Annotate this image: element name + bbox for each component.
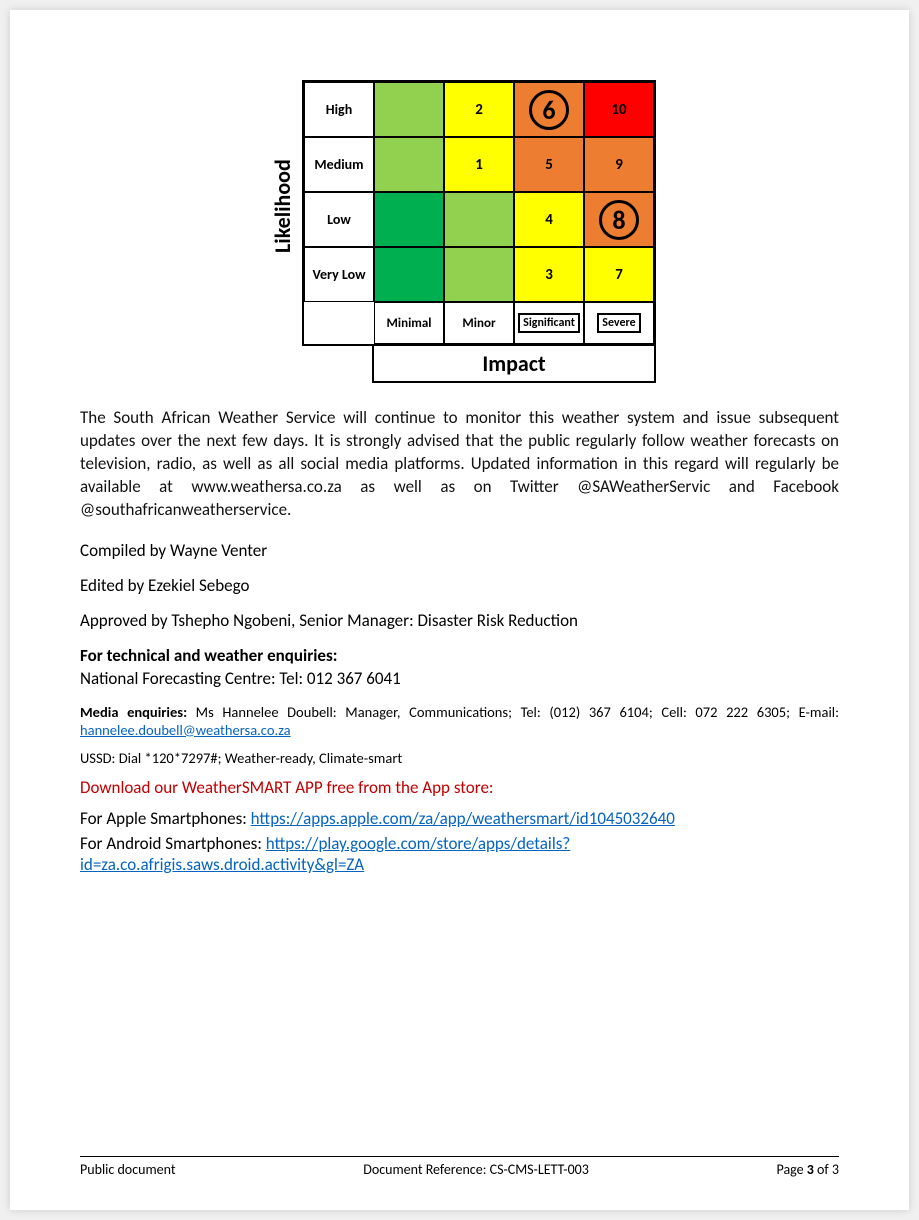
matrix-cell xyxy=(374,192,444,247)
col-header: Minor xyxy=(444,302,514,344)
matrix-cell: 10 xyxy=(584,82,654,137)
matrix-y-axis-label: Likelihood xyxy=(263,30,302,383)
matrix-grid-area: High 2 6 10 Medium 1 5 9 Low 4 8 xyxy=(302,80,656,383)
risk-matrix: Likelihood High 2 6 10 Medium 1 5 9 Low xyxy=(263,80,656,383)
media-enquiries: Media enquiries: Ms Hannelee Doubell: Ma… xyxy=(80,703,839,739)
approved-by: Approved by Tshepho Ngobeni, Senior Mana… xyxy=(80,610,839,631)
matrix-cell: 5 xyxy=(514,137,584,192)
col-header: Minimal xyxy=(374,302,444,344)
matrix-cell xyxy=(374,247,444,302)
footer-right: Page 3 of 3 xyxy=(777,1161,839,1178)
edited-by: Edited by Ezekiel Sebego xyxy=(80,575,839,596)
matrix-grid: High 2 6 10 Medium 1 5 9 Low 4 8 xyxy=(302,80,656,346)
matrix-cell xyxy=(444,247,514,302)
row-header: High xyxy=(304,82,374,137)
matrix-cell: 1 xyxy=(444,137,514,192)
download-app-line: Download our WeatherSMART APP free from … xyxy=(80,777,839,798)
row-header: Medium xyxy=(304,137,374,192)
risk-matrix-container: Likelihood High 2 6 10 Medium 1 5 9 Low xyxy=(80,80,839,383)
tech-enquiries-heading: For technical and weather enquiries: xyxy=(80,645,839,666)
matrix-cell: 3 xyxy=(514,247,584,302)
matrix-cell-circled: 8 xyxy=(584,192,654,247)
document-page: Likelihood High 2 6 10 Medium 1 5 9 Low xyxy=(10,10,909,1210)
matrix-cell xyxy=(374,137,444,192)
matrix-cell: 9 xyxy=(584,137,654,192)
matrix-cell: 2 xyxy=(444,82,514,137)
ussd-line: USSD: Dial *120*7297#; Weather-ready, Cl… xyxy=(80,749,839,767)
apple-link-line: For Apple Smartphones: https://apps.appl… xyxy=(80,808,839,829)
matrix-x-axis-label: Impact xyxy=(372,346,656,383)
matrix-cell xyxy=(444,192,514,247)
col-header: Severe xyxy=(584,302,654,344)
matrix-cell: 4 xyxy=(514,192,584,247)
corner-blank xyxy=(304,302,374,344)
matrix-cell xyxy=(374,82,444,137)
tech-enquiries-line: National Forecasting Centre: Tel: 012 36… xyxy=(80,668,839,689)
main-paragraph: The South African Weather Service will c… xyxy=(80,407,839,522)
media-email-link[interactable]: hannelee.doubell@weathersa.co.za xyxy=(80,721,291,739)
row-header: Very Low xyxy=(304,247,374,302)
matrix-cell-circled: 6 xyxy=(514,82,584,137)
android-link-line: For Android Smartphones: https://play.go… xyxy=(80,833,839,875)
footer-left: Public document xyxy=(80,1161,176,1178)
footer-center: Document Reference: CS-CMS-LETT-003 xyxy=(363,1161,589,1178)
row-header: Low xyxy=(304,192,374,247)
page-footer: Public document Document Reference: CS-C… xyxy=(80,1156,839,1178)
compiled-by: Compiled by Wayne Venter xyxy=(80,540,839,561)
matrix-cell: 7 xyxy=(584,247,654,302)
col-header: Significant xyxy=(514,302,584,344)
apple-app-link[interactable]: https://apps.apple.com/za/app/weathersma… xyxy=(251,808,675,829)
